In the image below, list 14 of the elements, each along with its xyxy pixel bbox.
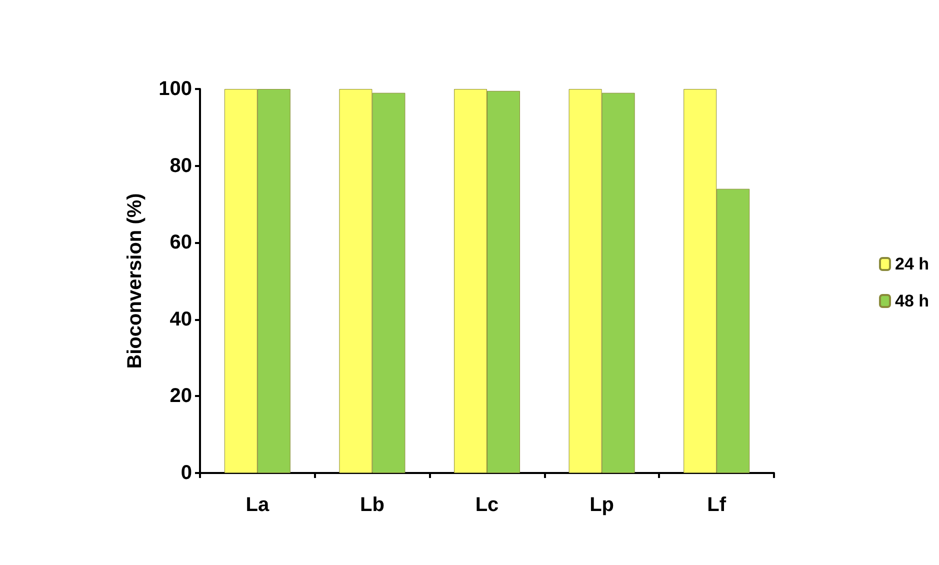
legend-label: 24 h (894, 254, 930, 274)
legend-label: 48 h (894, 292, 930, 310)
x-tick-label: La (246, 494, 270, 516)
x-tick-label: Lf (707, 494, 726, 516)
x-tick-label: Lc (475, 494, 499, 516)
x-tick-label: Lp (590, 494, 614, 516)
y-tick-label: 100 (158, 78, 192, 100)
y-tick-label: 80 (170, 154, 192, 177)
y-tick-label: 20 (170, 385, 192, 408)
y-axis-title: Bioconversion (%) (124, 193, 146, 369)
y-tick-label: 60 (170, 232, 192, 254)
y-tick-label: 0 (180, 462, 192, 484)
y-tick-label: 40 (170, 308, 192, 330)
x-tick-label: Lb (360, 494, 384, 516)
